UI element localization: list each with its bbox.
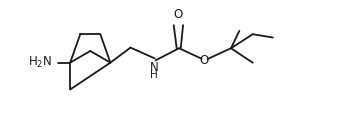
Text: O: O	[199, 54, 209, 67]
Text: N: N	[149, 61, 158, 74]
Text: O: O	[173, 8, 183, 21]
Text: $\mathregular{H_2N}$: $\mathregular{H_2N}$	[28, 55, 52, 70]
Text: H: H	[150, 70, 158, 80]
